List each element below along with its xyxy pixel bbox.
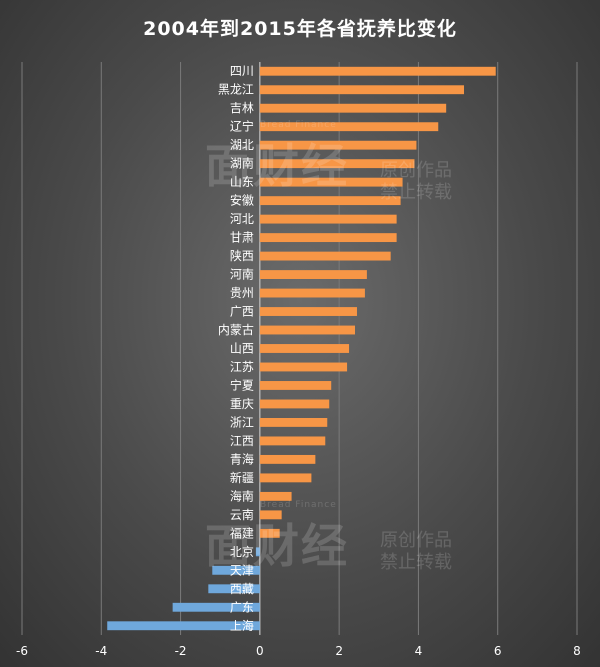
- bar-山东: [259, 177, 403, 187]
- bar-天津: [212, 565, 260, 575]
- category-label: 海南: [230, 488, 254, 503]
- category-labels: 四川黑龙江吉林辽宁湖北湖南山东安徽河北甘肃陕西河南贵州广西内蒙古山西江苏宁夏重庆…: [218, 64, 254, 633]
- category-label: 山东: [230, 175, 254, 189]
- category-label: 安徽: [230, 193, 254, 208]
- category-label: 宁夏: [230, 377, 254, 392]
- bar-河北: [259, 214, 397, 224]
- bar-安徽: [259, 196, 401, 206]
- category-label: 陕西: [230, 248, 254, 263]
- category-label: 广西: [230, 305, 254, 319]
- category-label: 内蒙古: [218, 322, 254, 337]
- bar-江西: [259, 436, 326, 446]
- chart-title: 2004年到2015年各省抚养比变化: [143, 18, 457, 40]
- bar-海南: [259, 491, 292, 501]
- category-label: 黑龙江: [218, 83, 254, 97]
- bar-湖北: [259, 140, 417, 150]
- bar-福建: [259, 528, 280, 538]
- category-label: 浙江: [230, 415, 254, 429]
- bar-青海: [259, 454, 316, 464]
- x-tick-label: 8: [573, 644, 581, 658]
- bar-内蒙古: [259, 325, 355, 335]
- category-label: 江苏: [230, 360, 254, 374]
- x-tick-label: 4: [415, 644, 423, 658]
- bar-浙江: [259, 417, 328, 427]
- category-label: 北京: [230, 545, 254, 559]
- bar-陕西: [259, 251, 391, 261]
- x-tick-label: -6: [16, 644, 28, 658]
- bar-西藏: [208, 584, 260, 594]
- category-label: 吉林: [230, 101, 254, 115]
- category-label: 青海: [230, 451, 254, 466]
- x-tick-label: 2: [335, 644, 343, 658]
- bar-甘肃: [259, 233, 397, 243]
- category-label: 福建: [230, 525, 254, 540]
- x-tick-label: -2: [175, 644, 187, 658]
- category-label: 广东: [230, 600, 254, 614]
- bar-江苏: [259, 362, 348, 372]
- bar-贵州: [259, 288, 365, 298]
- bar-宁夏: [259, 381, 332, 390]
- bar-黑龙江: [259, 85, 465, 95]
- category-label: 云南: [230, 507, 254, 522]
- category-label: 新疆: [230, 470, 254, 485]
- category-label: 河南: [230, 267, 254, 282]
- category-label: 西藏: [230, 582, 254, 596]
- bar-山西: [259, 344, 350, 353]
- bar-辽宁: [259, 122, 439, 132]
- bar-四川: [259, 66, 496, 76]
- bar-广西: [259, 307, 357, 316]
- bar-重庆: [259, 399, 330, 409]
- category-label: 四川: [230, 64, 254, 78]
- bar-广东: [172, 602, 260, 612]
- category-label: 湖北: [230, 137, 254, 152]
- bar-湖南: [259, 159, 415, 169]
- category-label: 上海: [230, 618, 254, 633]
- category-label: 天津: [230, 563, 254, 577]
- x-tick-label: 6: [494, 644, 502, 658]
- category-label: 山西: [230, 342, 254, 356]
- category-label: 甘肃: [230, 231, 254, 245]
- x-axis-tick-labels: -6 -4 -2 0 2 4 6 8: [16, 644, 581, 658]
- category-label: 河北: [230, 212, 254, 226]
- bar-河南: [259, 270, 367, 280]
- bar-新疆: [259, 473, 312, 483]
- x-tick-label: -4: [95, 644, 107, 658]
- category-label: 贵州: [230, 286, 254, 300]
- category-label: 辽宁: [230, 119, 254, 134]
- bars: [107, 66, 496, 631]
- bar-云南: [259, 510, 282, 520]
- category-label: 江西: [230, 434, 254, 448]
- category-label: 湖南: [230, 156, 254, 171]
- category-label: 重庆: [230, 397, 254, 411]
- x-tick-label: 0: [256, 644, 264, 658]
- bar-上海: [107, 621, 260, 631]
- bar-吉林: [259, 103, 447, 113]
- bar-北京: [255, 547, 260, 557]
